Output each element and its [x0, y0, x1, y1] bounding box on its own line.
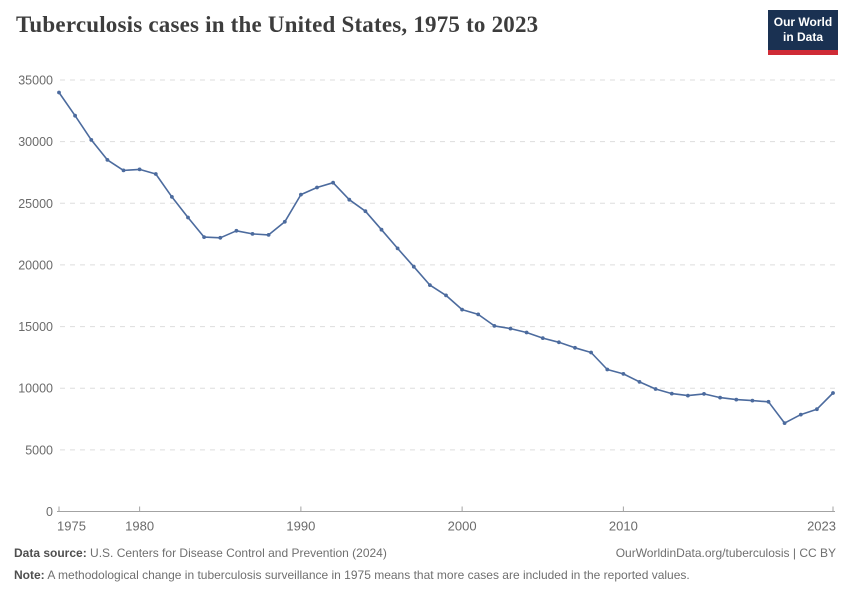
data-point[interactable]: [170, 195, 174, 199]
data-point[interactable]: [299, 192, 303, 197]
data-point[interactable]: [605, 367, 610, 372]
y-tick-label: 0: [46, 505, 53, 519]
data-point[interactable]: [153, 172, 158, 176]
data-point[interactable]: [766, 399, 771, 404]
owid-url-link[interactable]: OurWorldinData.org/tuberculosis | CC BY: [615, 546, 836, 560]
data-point[interactable]: [234, 228, 239, 233]
data-point[interactable]: [750, 398, 755, 403]
data-point[interactable]: [395, 246, 400, 251]
data-point[interactable]: [637, 380, 642, 384]
data-point[interactable]: [379, 227, 384, 232]
data-point[interactable]: [105, 158, 110, 162]
data-point[interactable]: [186, 215, 190, 220]
data-point[interactable]: [57, 90, 61, 95]
x-tick-label: 1990: [286, 519, 315, 534]
data-point[interactable]: [411, 264, 416, 269]
y-tick-label: 25000: [18, 197, 53, 211]
y-tick-label: 10000: [18, 382, 53, 396]
y-tick-label: 5000: [25, 443, 53, 457]
data-point[interactable]: [573, 345, 577, 350]
data-point[interactable]: [282, 219, 287, 224]
data-point[interactable]: [347, 197, 352, 202]
data-line-united-states[interactable]: [58, 91, 834, 424]
x-tick-label: 1975: [57, 519, 86, 534]
data-point[interactable]: [734, 397, 739, 402]
data-point[interactable]: [428, 283, 432, 287]
chart-note: Note: A methodological change in tubercu…: [14, 567, 836, 584]
data-point[interactable]: [266, 233, 271, 237]
data-point[interactable]: [331, 180, 335, 185]
data-point[interactable]: [524, 330, 529, 335]
y-tick-label: 30000: [18, 135, 53, 149]
x-tick-label: 1980: [125, 519, 154, 534]
note-text: A methodological change in tuberculosis …: [44, 567, 690, 582]
chart-canvas: 0 5000 10000 15000 20000 25000 30000 35000 1975 1…: [18, 74, 836, 534]
data-point[interactable]: [137, 167, 142, 172]
x-tick-label: 2023: [807, 519, 836, 534]
data-point[interactable]: [315, 185, 319, 190]
y-tick-label: 35000: [18, 74, 53, 88]
data-point[interactable]: [121, 168, 126, 173]
x-tick-label: 2010: [609, 519, 638, 534]
line-chart: 0 5000 10000 15000 20000 25000 30000 35000 1975 1…: [0, 58, 850, 540]
data-point[interactable]: [831, 391, 835, 395]
data-point[interactable]: [653, 387, 658, 391]
data-source-text: U.S. Centers for Disease Control and Pre…: [86, 546, 387, 560]
y-tick-label: 15000: [18, 320, 53, 334]
data-point[interactable]: [540, 336, 545, 340]
data-point[interactable]: [589, 350, 593, 355]
data-point[interactable]: [669, 391, 674, 396]
data-point[interactable]: [202, 235, 207, 240]
data-point[interactable]: [460, 307, 464, 312]
data-point[interactable]: [557, 340, 561, 345]
data-point[interactable]: [702, 392, 706, 396]
data-point[interactable]: [815, 407, 819, 412]
note-label: Note:: [14, 567, 45, 582]
x-tick-label: 2000: [448, 519, 477, 534]
page-title: Tuberculosis cases in the United States,…: [16, 12, 539, 37]
chart-footer: Data source: U.S. Centers for Disease Co…: [0, 545, 850, 584]
data-point[interactable]: [508, 326, 513, 331]
owid-logo-line1: Our World: [773, 15, 833, 29]
owid-logo-line2: in Data: [782, 30, 823, 44]
data-point[interactable]: [492, 324, 497, 328]
data-point[interactable]: [798, 412, 803, 417]
data-source: Data source: U.S. Centers for Disease Co…: [14, 545, 387, 562]
data-point[interactable]: [444, 293, 448, 298]
data-point[interactable]: [363, 209, 368, 214]
data-point[interactable]: [218, 235, 223, 240]
data-point[interactable]: [89, 138, 94, 142]
y-tick-label: 20000: [18, 258, 53, 272]
owid-logo[interactable]: Our World in Data: [768, 10, 838, 55]
data-point[interactable]: [686, 393, 690, 398]
data-point[interactable]: [476, 312, 481, 317]
data-point[interactable]: [718, 395, 722, 400]
data-point[interactable]: [782, 421, 787, 425]
data-point[interactable]: [250, 232, 255, 236]
data-point[interactable]: [621, 372, 626, 376]
data-source-label: Data source:: [14, 546, 87, 560]
data-point[interactable]: [73, 113, 77, 118]
